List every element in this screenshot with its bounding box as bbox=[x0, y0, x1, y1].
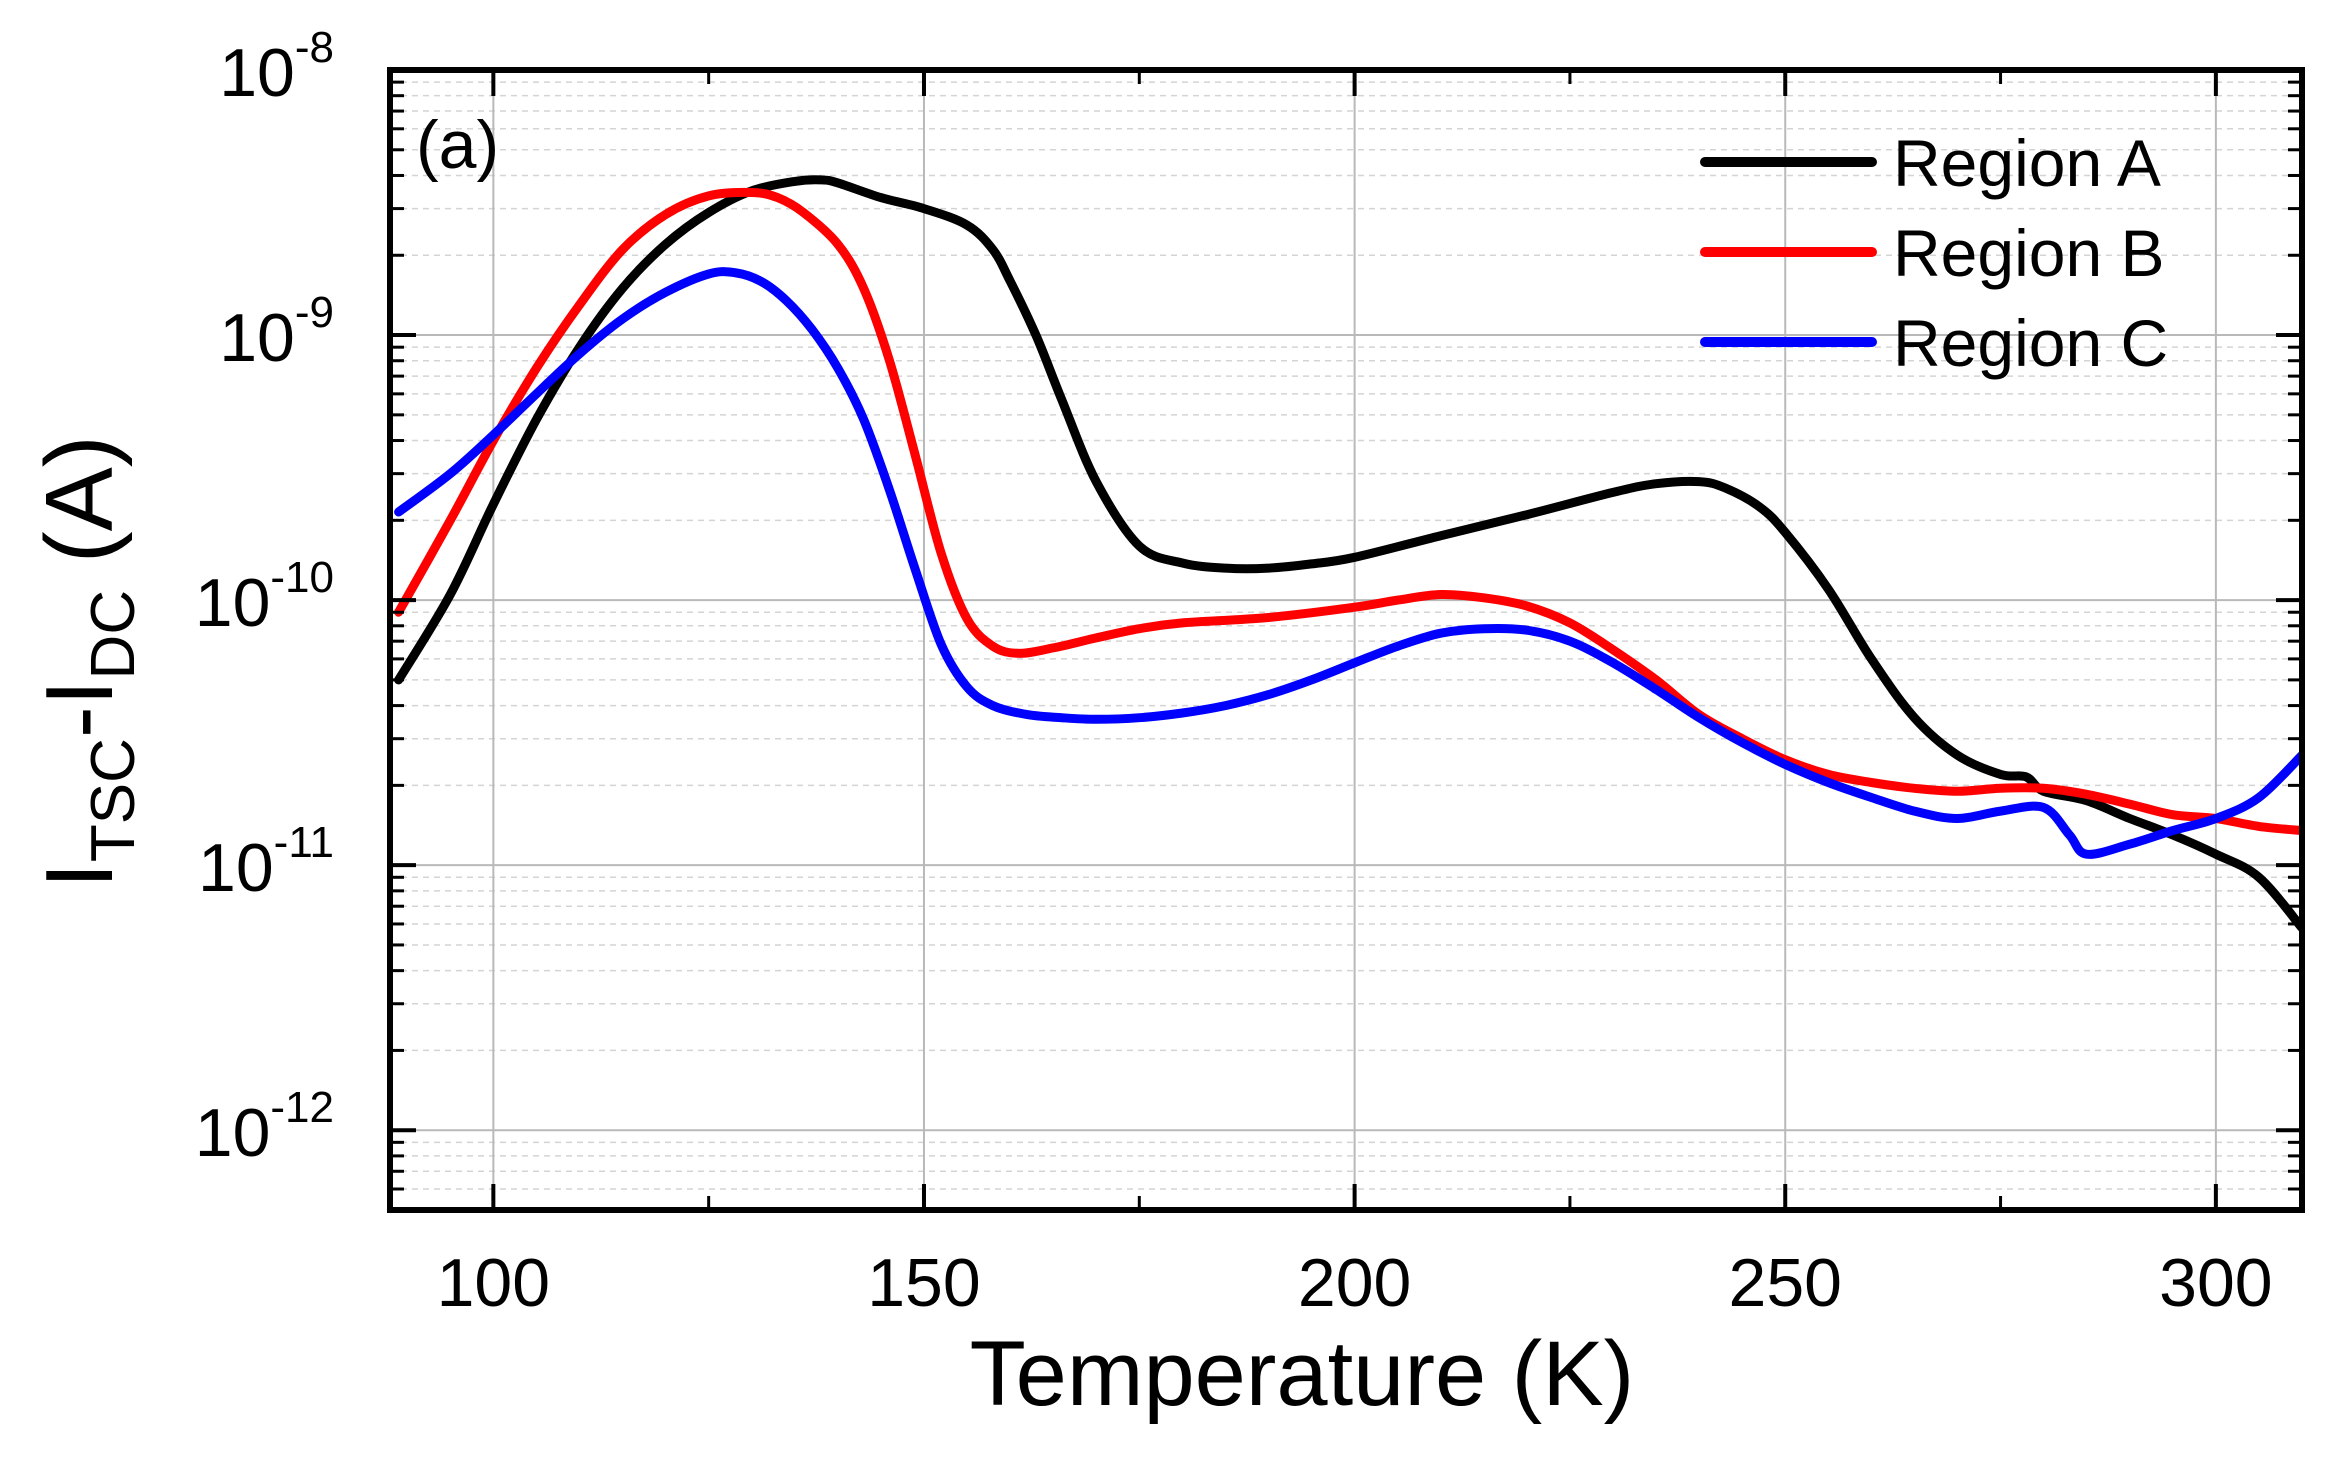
y-axis-label-sub1: TSC bbox=[79, 738, 148, 862]
y-tick-label-base: 10 bbox=[195, 565, 271, 641]
series-line-region-b bbox=[394, 187, 2302, 836]
y-axis-label-sub2: DC bbox=[79, 590, 148, 680]
y-axis-label-base1: I bbox=[26, 862, 133, 889]
x-tick-label: 250 bbox=[1729, 1245, 1842, 1321]
x-axis-label: Temperature (K) bbox=[970, 1323, 1635, 1425]
series-line-region-a bbox=[394, 175, 2302, 933]
panel-label: (a) bbox=[416, 107, 499, 183]
x-tick-label: 150 bbox=[867, 1245, 980, 1321]
y-axis-label-mid: -I bbox=[26, 679, 133, 738]
y-tick-label-exponent: -12 bbox=[270, 1083, 334, 1132]
y-tick-label-exponent: -11 bbox=[274, 818, 334, 867]
legend-label-region-c: Region C bbox=[1893, 306, 2168, 380]
series-line-region-c bbox=[394, 267, 2302, 859]
y-axis-label: ITSC-IDC (A) bbox=[26, 435, 148, 889]
y-tick-label-exponent: -8 bbox=[295, 23, 334, 72]
x-tick-label: 200 bbox=[1298, 1245, 1411, 1321]
legend-label-region-a: Region A bbox=[1893, 126, 2161, 200]
y-tick-label-base: 10 bbox=[198, 830, 274, 906]
y-tick-label: 10-8 bbox=[219, 23, 334, 111]
y-tick-label-base: 10 bbox=[219, 300, 295, 376]
y-tick-label: 10-9 bbox=[219, 288, 334, 376]
x-tick-labels: 100 150 200 250 300 bbox=[437, 1245, 2273, 1321]
y-tick-label: 10-10 bbox=[195, 553, 334, 641]
y-axis-label-tail: (A) bbox=[26, 435, 133, 590]
plot-frame bbox=[387, 67, 2305, 1213]
y-tick-label-exponent: -9 bbox=[295, 288, 334, 337]
x-tick-label: 100 bbox=[437, 1245, 550, 1321]
legend: Region A Region B Region C bbox=[1700, 126, 2168, 380]
x-tick-label: 300 bbox=[2159, 1245, 2272, 1321]
y-tick-label-base: 10 bbox=[195, 1095, 271, 1171]
y-tick-label-base: 10 bbox=[219, 35, 295, 111]
legend-label-region-b: Region B bbox=[1893, 216, 2165, 290]
y-tick-label-exponent: -10 bbox=[270, 553, 334, 602]
y-tick-label: 10-11 bbox=[198, 818, 334, 906]
series-layer bbox=[394, 175, 2302, 933]
y-tick-label: 10-12 bbox=[195, 1083, 334, 1171]
